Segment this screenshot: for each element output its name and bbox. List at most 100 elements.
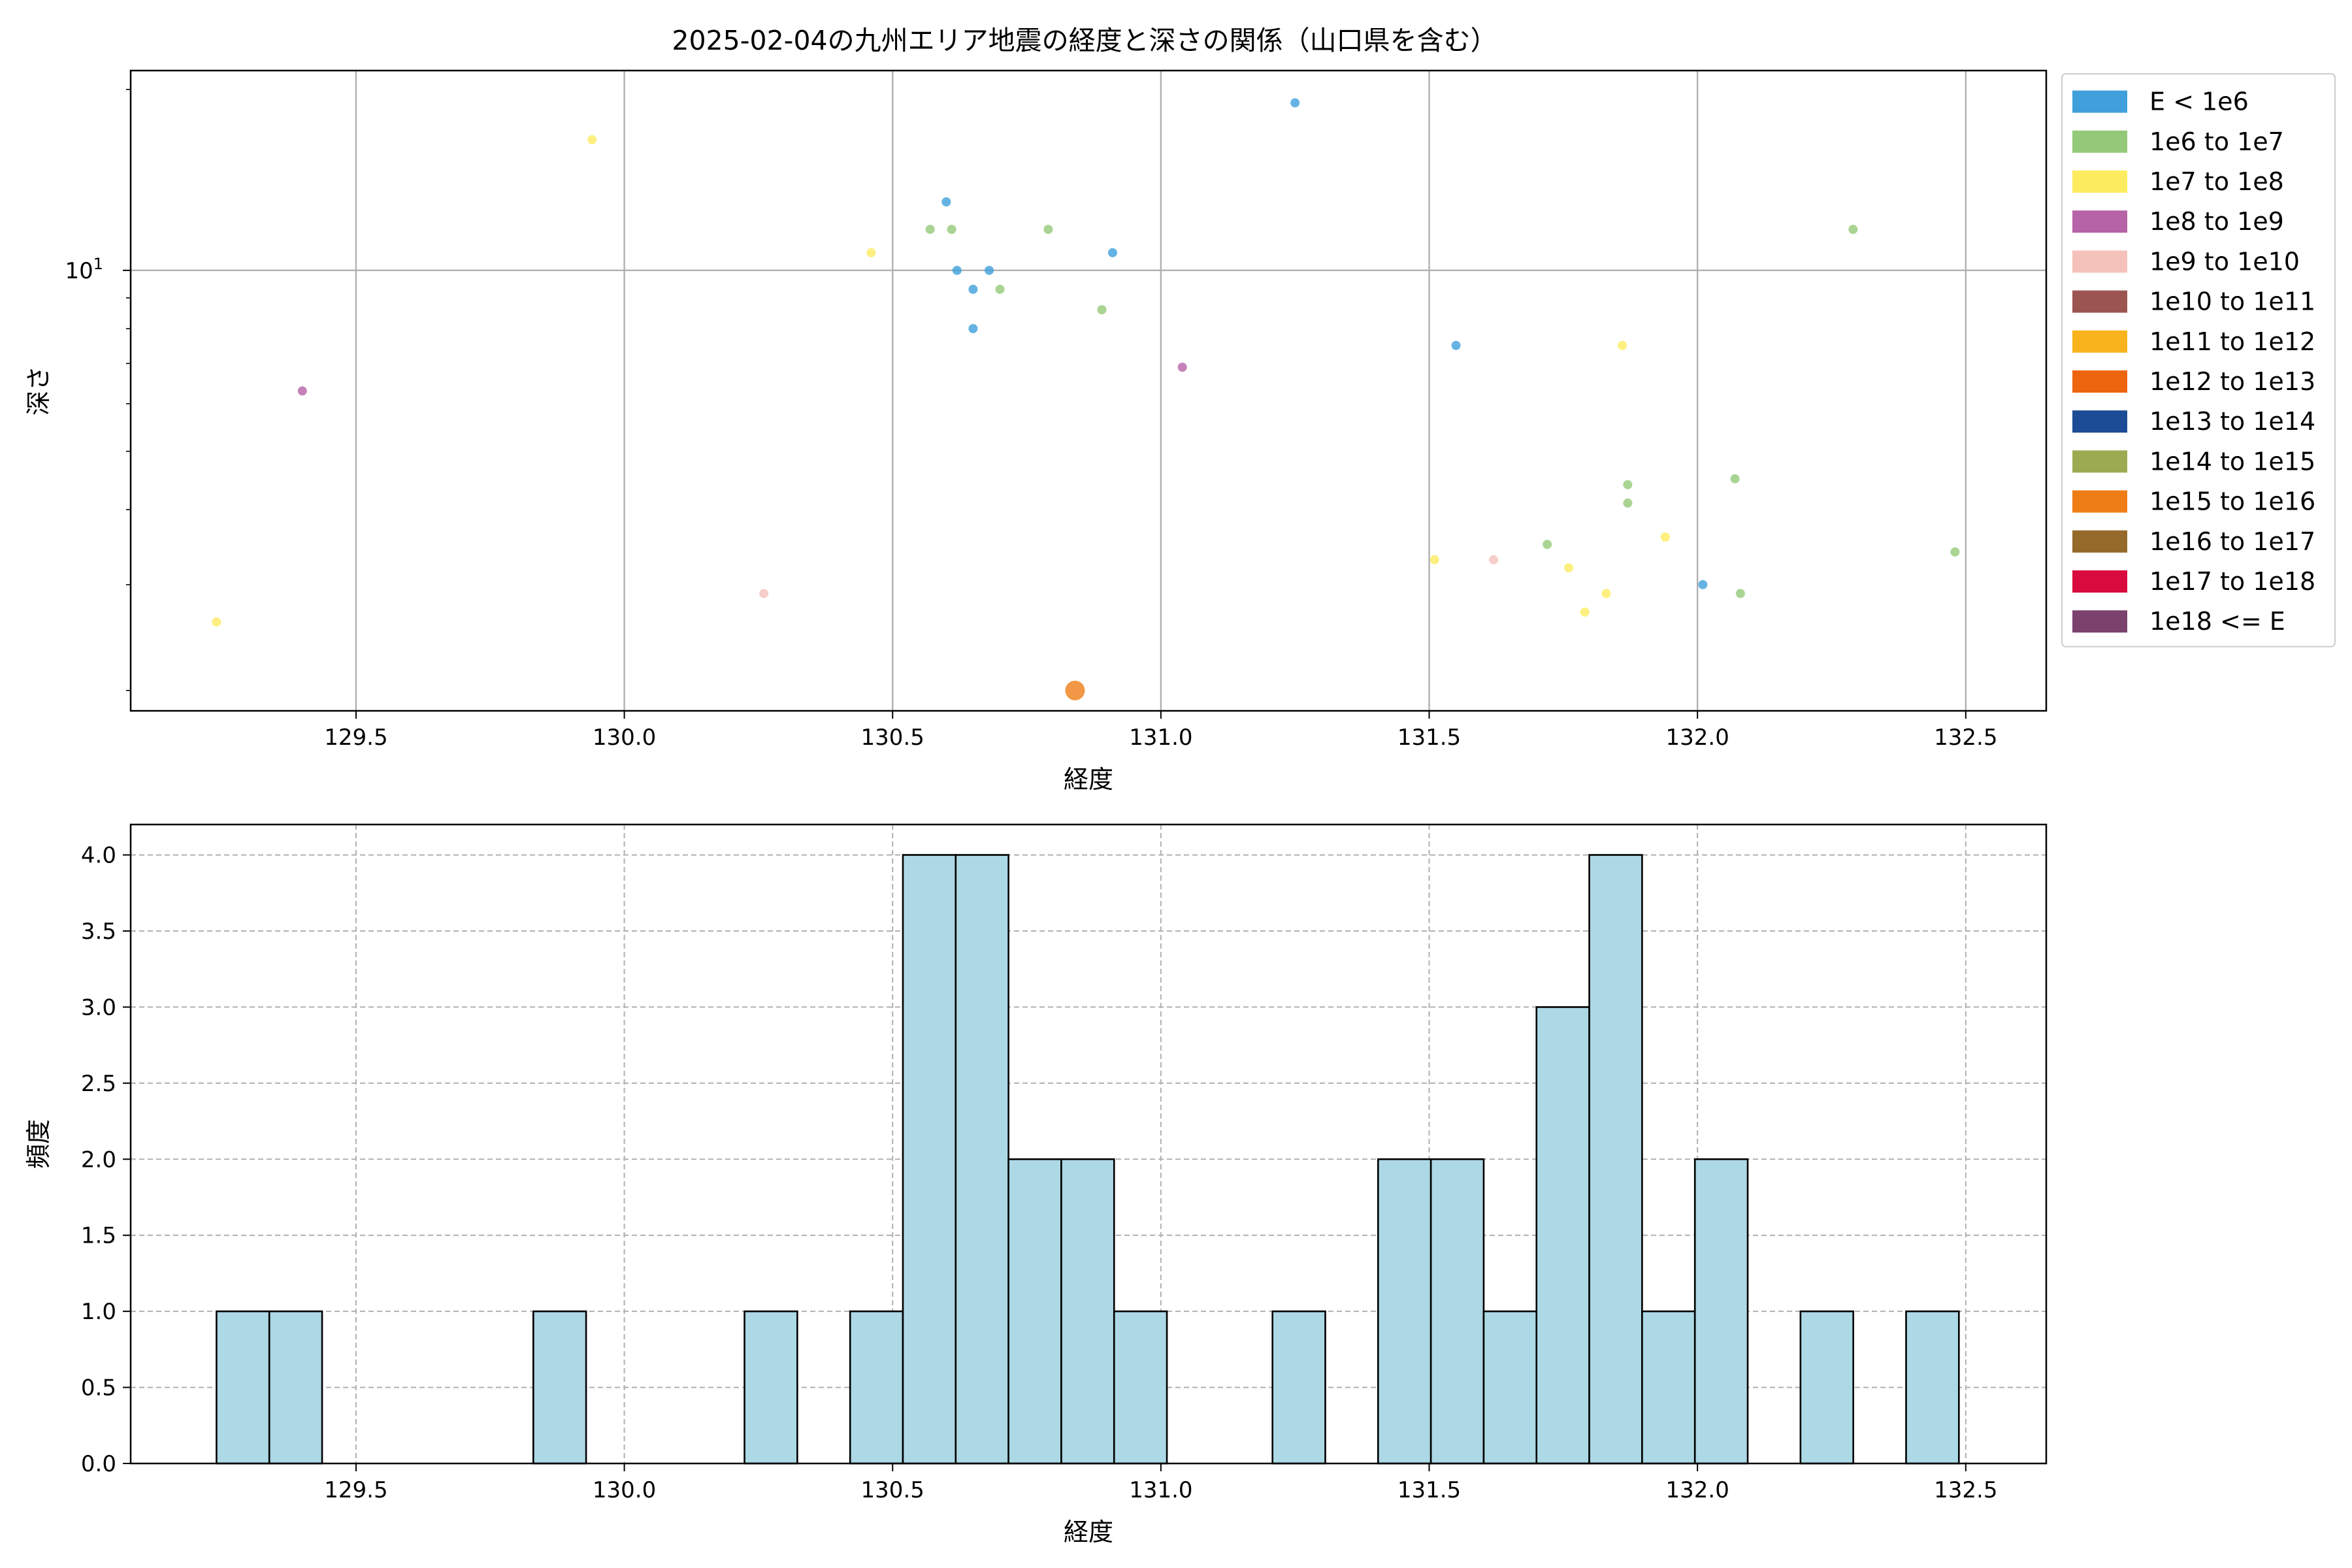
scatter-point: [1848, 225, 1858, 235]
scatter-x-tick-label: 132.5: [1934, 725, 1997, 751]
legend-box: [2061, 73, 2336, 647]
histogram-bar: [1007, 1158, 1062, 1465]
scatter-point: [1107, 248, 1117, 257]
scatter-point: [1177, 363, 1187, 372]
scatter-point: [952, 265, 962, 275]
legend-label: 1e13 to 1e14: [2149, 407, 2315, 436]
scatter-point: [1601, 589, 1611, 598]
scatter-point: [995, 284, 1005, 294]
histogram-x-axis-label: 経度: [1064, 1518, 1113, 1546]
histogram-x-tick-label: 130.5: [861, 1477, 924, 1503]
scatter-x-tick-label: 130.5: [861, 725, 924, 751]
histogram-bar: [1535, 1006, 1590, 1465]
histogram-x-ticks: 129.5 130.0 130.5 131.0 131.5 132.0 132.5: [324, 1463, 1997, 1503]
legend-label: 1e17 to 1e18: [2149, 567, 2315, 596]
scatter-point: [1618, 340, 1627, 350]
histogram-x-tick-label: 129.5: [324, 1477, 387, 1503]
scatter-points: [212, 98, 1960, 700]
scatter-grid: [131, 71, 2046, 711]
scatter-point: [1564, 563, 1574, 573]
histogram-bar: [902, 854, 957, 1465]
scatter-point: [1698, 580, 1708, 589]
scatter-point: [297, 386, 307, 396]
scatter-point: [1950, 547, 1960, 557]
legend-swatch: [2072, 250, 2127, 273]
legend-label: 1e12 to 1e13: [2149, 367, 2315, 396]
histogram-bars: [216, 854, 1960, 1465]
scatter-point: [1489, 555, 1499, 564]
histogram-bar: [849, 1310, 904, 1465]
scatter-y-ticks: 101: [65, 255, 131, 284]
scatter-x-tick-label: 129.5: [324, 725, 387, 751]
scatter-point: [1290, 98, 1300, 108]
legend-swatch: [2072, 610, 2127, 633]
legend-label: 1e10 to 1e11: [2149, 287, 2315, 316]
legend-label: 1e7 to 1e8: [2149, 167, 2284, 196]
legend-swatch: [2072, 210, 2127, 233]
scatter-point: [941, 197, 951, 207]
scatter-point: [1429, 555, 1439, 564]
scatter-point: [1623, 498, 1633, 508]
legend-label: 1e16 to 1e17: [2149, 527, 2315, 556]
scatter-point: [587, 135, 597, 144]
histogram-x-tick-label: 132.5: [1934, 1477, 1997, 1503]
scatter-point: [1730, 474, 1740, 483]
scatter-y-tick-label: 101: [65, 255, 103, 284]
histogram-x-tick-label: 131.0: [1129, 1477, 1192, 1503]
histogram-bar: [1482, 1310, 1538, 1465]
histogram-bar: [1429, 1158, 1485, 1465]
legend-swatch: [2072, 570, 2127, 593]
legend-swatch: [2072, 370, 2127, 393]
histogram-bar: [1641, 1310, 1696, 1465]
histogram-x-tick-label: 132.0: [1665, 1477, 1729, 1503]
histogram-bar: [216, 1310, 270, 1465]
histogram-bar: [268, 1310, 323, 1465]
legend-swatch: [2072, 290, 2127, 313]
scatter-point: [1660, 532, 1670, 542]
histogram-bar: [532, 1310, 587, 1465]
scatter-y-axis-label: 深さ: [24, 366, 53, 416]
legend-swatch: [2072, 171, 2127, 193]
scatter-x-tick-label: 131.0: [1129, 725, 1192, 751]
histogram-plot-frame: [129, 823, 2048, 1465]
histogram-x-tick-label: 131.5: [1397, 1477, 1461, 1503]
scatter-point: [759, 589, 769, 598]
legend-label: 1e9 to 1e10: [2149, 247, 2300, 276]
scatter-point: [968, 323, 978, 333]
legend-label: 1e8 to 1e9: [2149, 207, 2284, 236]
histogram-y-tick-label: 0.5: [81, 1375, 116, 1401]
histogram-x-tick-label: 130.0: [593, 1477, 656, 1503]
histogram-y-tick-label: 3.5: [81, 919, 116, 945]
scatter-plot-frame: [129, 69, 2048, 712]
scatter-point: [1451, 340, 1461, 350]
figure-title: 2025-02-04の九州エリア地震の経度と深さの関係（山口県を含む）: [672, 25, 1497, 56]
scatter-point: [1735, 589, 1745, 598]
scatter-point: [1543, 540, 1552, 549]
histogram-bar: [1271, 1310, 1326, 1465]
histogram-bar: [1113, 1310, 1168, 1465]
legend-label: 1e11 to 1e12: [2149, 327, 2315, 356]
scatter-point: [947, 225, 956, 235]
histogram-bar: [1693, 1158, 1749, 1465]
histogram-y-tick-label: 0.0: [81, 1451, 116, 1477]
histogram-y-tick-label: 2.0: [81, 1147, 116, 1173]
scatter-x-ticks: 129.5 130.0 130.5 131.0 131.5 132.0 132.5: [324, 711, 1997, 751]
scatter-x-tick-label: 130.0: [593, 725, 656, 751]
histogram-y-ticks: 0.0 0.5 1.0 1.5 2.0 2.5 3.0 3.5 4.0: [81, 843, 131, 1477]
histogram-bar: [955, 854, 1009, 1465]
scatter-point: [1580, 607, 1590, 617]
legend-label: 1e18 <= E: [2149, 607, 2285, 636]
scatter-point: [212, 617, 221, 627]
histogram-y-tick-label: 1.5: [81, 1223, 116, 1249]
histogram-y-axis-label: 頻度: [24, 1119, 53, 1169]
scatter-legend: E < 1e6 1e6 to 1e7 1e7 to 1e8 1e8 to 1e9 1e9…: [2061, 73, 2336, 647]
histogram-bar: [1588, 854, 1643, 1465]
scatter-panel: 129.5 130.0 130.5 131.0 131.5 132.0 132.5 101 …: [24, 69, 2336, 794]
histogram-panel: 129.5 130.0 130.5 131.0 131.5 132.0 132.5 0.0 0…: [24, 823, 2048, 1546]
histogram-bar: [1799, 1310, 1854, 1465]
legend-label: 1e6 to 1e7: [2149, 127, 2284, 156]
histogram-y-tick-label: 3.0: [81, 994, 116, 1021]
scatter-point: [866, 248, 876, 257]
